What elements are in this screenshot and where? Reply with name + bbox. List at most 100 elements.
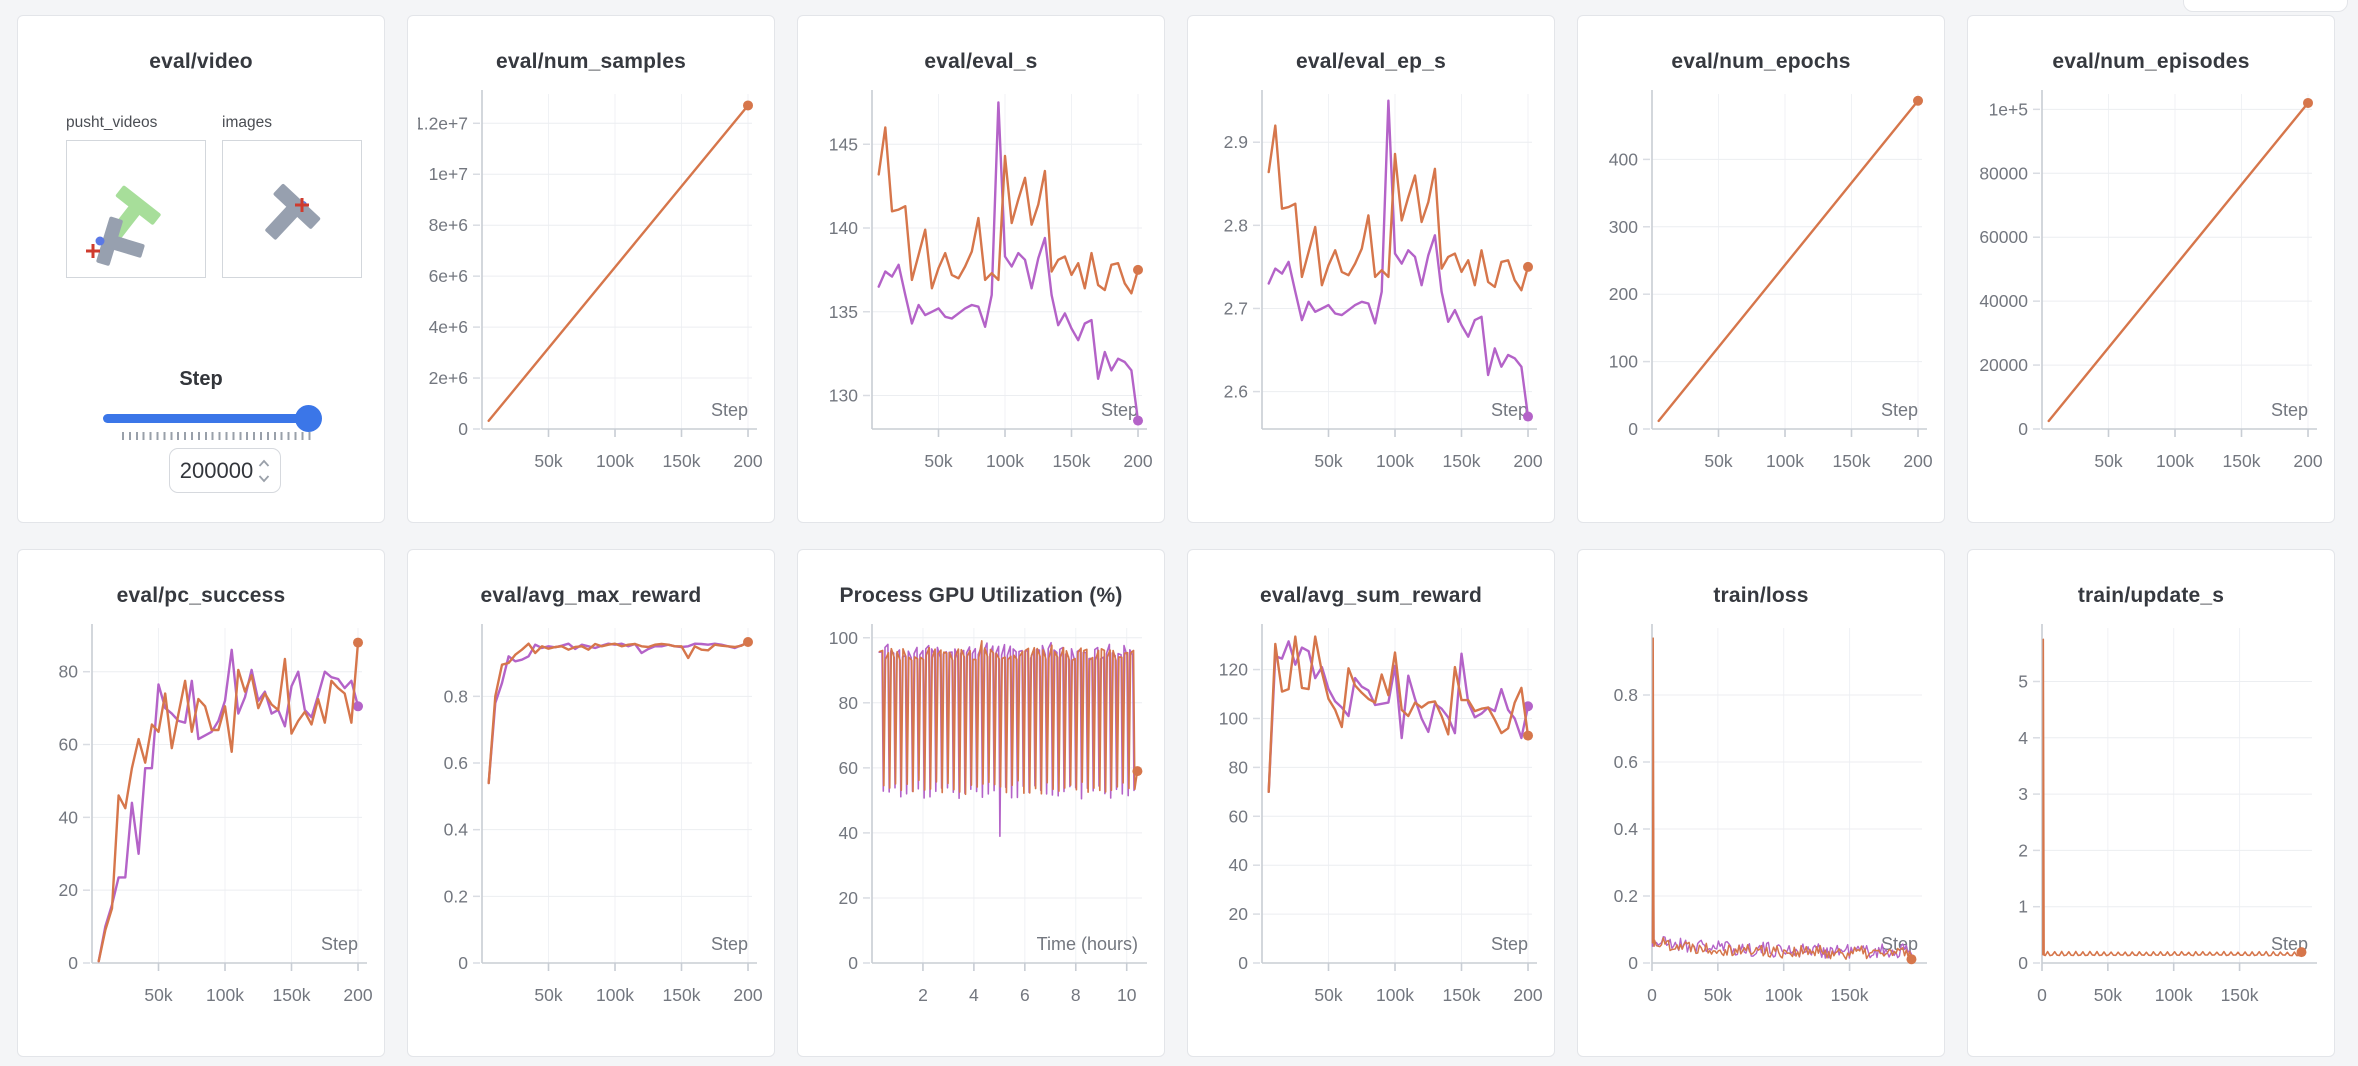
chart-plot[interactable]: 0 20 40 60 80 100 2 4 6 8 10 Time (hours)	[808, 618, 1154, 1038]
step-input-stepper[interactable]	[258, 458, 270, 484]
svg-text:0.6: 0.6	[444, 753, 468, 773]
panel-process-gpu-utilization[interactable]: Process GPU Utilization (%) 0 20 40 60 80 100…	[797, 549, 1165, 1057]
svg-text:50k: 50k	[2094, 451, 2122, 471]
svg-text:150k: 150k	[273, 985, 311, 1005]
svg-text:50k: 50k	[1704, 451, 1732, 471]
chart-title: eval/num_samples	[496, 50, 686, 73]
svg-text:2e+6: 2e+6	[429, 368, 468, 388]
panel-eval-eval-ep-s[interactable]: eval/eval_ep_s 2.6 2.7 2.8 2.9 50k 100k 150k 20…	[1187, 15, 1555, 523]
chart-plot[interactable]: 130 135 140 145 50k 100k 150k 200 Step	[808, 84, 1154, 504]
panel-train-loss[interactable]: train/loss 0 0.2 0.4 0.6 0.8 0 50k 100k 150k Step	[1577, 549, 1945, 1057]
svg-text:0: 0	[1647, 985, 1657, 1005]
svg-text:0: 0	[1238, 953, 1248, 973]
chart-plot[interactable]: 0 0.2 0.4 0.6 0.8 0 50k 100k 150k Step	[1588, 618, 1934, 1038]
svg-text:6e+6: 6e+6	[429, 266, 468, 286]
step-input[interactable]: 200000	[169, 448, 281, 493]
svg-text:8: 8	[1071, 985, 1081, 1005]
svg-text:100k: 100k	[1376, 985, 1414, 1005]
svg-text:20: 20	[839, 888, 859, 908]
chart-plot[interactable]: 0 100 200 300 400 50k 100k 150k 200 Step	[1588, 84, 1934, 504]
svg-text:Step: Step	[1881, 400, 1918, 420]
chart-plot[interactable]: 0 20 40 60 80 100 120 50k 100k 150k 200 Step	[1198, 618, 1544, 1038]
svg-text:0: 0	[68, 953, 78, 973]
step-slider-label: Step	[179, 368, 223, 390]
svg-text:0.4: 0.4	[444, 820, 469, 840]
svg-text:100k: 100k	[596, 985, 634, 1005]
media-label-images: images	[222, 114, 272, 131]
svg-text:0.8: 0.8	[1614, 685, 1638, 705]
svg-text:100k: 100k	[596, 451, 634, 471]
svg-text:120: 120	[1219, 660, 1248, 680]
chart-title: eval/eval_s	[924, 50, 1038, 73]
svg-text:4e+6: 4e+6	[429, 317, 468, 337]
svg-text:40: 40	[59, 807, 79, 827]
panel-eval-eval-s[interactable]: eval/eval_s 130 135 140 145 50k 100k 150k 200 St…	[797, 15, 1165, 523]
svg-text:5: 5	[2018, 671, 2028, 691]
panel-eval-num-epochs[interactable]: eval/num_epochs 0 100 200 300 400 50k 100k 150k…	[1577, 15, 1945, 523]
svg-text:0: 0	[2037, 985, 2047, 1005]
chart-plot[interactable]: 0 0.2 0.4 0.6 0.8 50k 100k 150k 200 Step	[418, 618, 764, 1038]
chart-plot[interactable]: 0 20000 40000 60000 80000 1e+5 50k 100k 150k 200 S…	[1978, 84, 2324, 504]
svg-text:100k: 100k	[986, 451, 1024, 471]
svg-text:20: 20	[59, 880, 79, 900]
svg-text:40: 40	[839, 823, 859, 843]
svg-text:50k: 50k	[534, 985, 562, 1005]
step-slider-track[interactable]	[103, 414, 321, 423]
svg-text:100: 100	[1219, 708, 1248, 728]
svg-text:10: 10	[1117, 985, 1137, 1005]
svg-text:80: 80	[59, 662, 79, 682]
step-slider-thumb[interactable]	[295, 405, 322, 432]
svg-text:Step: Step	[1881, 934, 1918, 954]
svg-text:50k: 50k	[144, 985, 172, 1005]
panel-eval-num-samples[interactable]: eval/num_samples 0 2e+6 4e+6 6e+6 8e+6 1e+7 1.…	[407, 15, 775, 523]
chart-title: train/loss	[1713, 584, 1809, 607]
svg-text:2.9: 2.9	[1224, 132, 1248, 152]
step-slider-ticks	[122, 432, 314, 440]
chart-title: Process GPU Utilization (%)	[839, 584, 1123, 607]
svg-text:150k: 150k	[663, 451, 701, 471]
svg-text:4: 4	[2018, 728, 2028, 748]
svg-text:200: 200	[2293, 451, 2322, 471]
chart-plot[interactable]: 0 2e+6 4e+6 6e+6 8e+6 1e+7 1.2e+7 50k 100k 150k 20…	[418, 84, 764, 504]
panel-eval-avg-sum-reward[interactable]: eval/avg_sum_reward 0 20 40 60 80 100 120 50k 10…	[1187, 549, 1555, 1057]
svg-text:50k: 50k	[924, 451, 952, 471]
svg-text:200: 200	[1123, 451, 1152, 471]
svg-text:150k: 150k	[1443, 451, 1481, 471]
svg-text:2.6: 2.6	[1224, 382, 1248, 402]
panel-eval-pc-success[interactable]: eval/pc_success 0 20 40 60 80 50k 100k 150k 200 S…	[17, 549, 385, 1057]
media-label-pusht-videos: pusht_videos	[66, 114, 158, 131]
svg-text:150k: 150k	[1443, 985, 1481, 1005]
svg-text:0: 0	[1628, 953, 1638, 973]
svg-text:2: 2	[918, 985, 928, 1005]
panel-eval-num-episodes[interactable]: eval/num_episodes 0 20000 40000 60000 80000 1…	[1967, 15, 2335, 523]
svg-text:50k: 50k	[1704, 985, 1732, 1005]
svg-text:200: 200	[1513, 451, 1542, 471]
svg-text:0: 0	[848, 953, 858, 973]
panel-eval-avg-max-reward[interactable]: eval/avg_max_reward 0 0.2 0.4 0.6 0.8 50k 100k…	[407, 549, 775, 1057]
svg-text:60: 60	[839, 758, 859, 778]
svg-text:150k: 150k	[1831, 985, 1869, 1005]
svg-text:20000: 20000	[1979, 355, 2028, 375]
media-row: pusht_videos	[66, 114, 362, 278]
svg-text:145: 145	[829, 134, 858, 154]
chart-plot[interactable]: 2.6 2.7 2.8 2.9 50k 100k 150k 200 Step	[1198, 84, 1544, 504]
svg-text:20: 20	[1229, 904, 1249, 924]
svg-text:50k: 50k	[2094, 985, 2122, 1005]
svg-text:Step: Step	[711, 934, 748, 954]
svg-text:40: 40	[1229, 855, 1249, 875]
svg-text:0: 0	[2018, 953, 2028, 973]
panel-eval-video: eval/video pusht_videos	[17, 15, 385, 523]
chart-title: eval/avg_max_reward	[480, 584, 702, 607]
chart-title: eval/num_epochs	[1671, 50, 1851, 73]
chart-title: eval/num_episodes	[2052, 50, 2250, 73]
panel-train-update-s[interactable]: train/update_s 0 1 2 3 4 5 0 50k 100k 150k Step	[1967, 549, 2335, 1057]
svg-text:2.7: 2.7	[1224, 298, 1248, 318]
svg-text:4: 4	[969, 985, 979, 1005]
pusht-videos-thumbnail[interactable]	[66, 140, 206, 278]
svg-text:Step: Step	[1491, 400, 1528, 420]
chart-plot[interactable]: 0 20 40 60 80 50k 100k 150k 200 Step	[28, 618, 374, 1038]
svg-text:100k: 100k	[1376, 451, 1414, 471]
images-thumbnail[interactable]	[222, 140, 362, 278]
